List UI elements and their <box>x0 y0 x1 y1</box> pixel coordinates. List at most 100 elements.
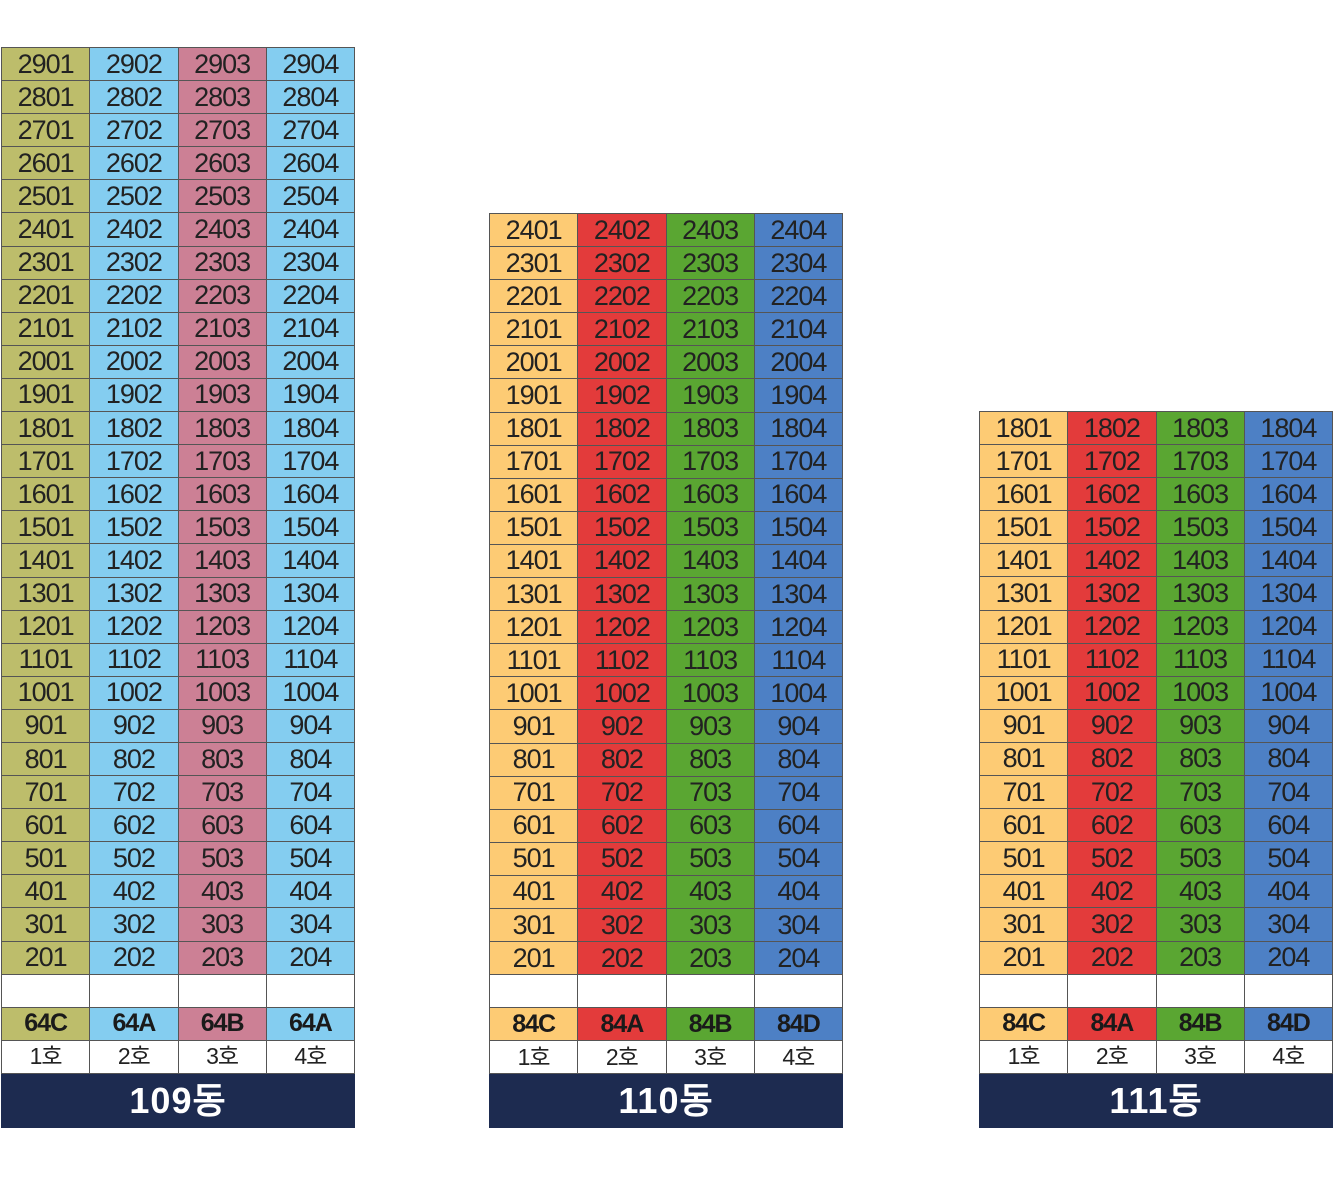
unit-cell[interactable]: 1503 <box>177 510 267 545</box>
unit-cell[interactable]: 901 <box>978 708 1069 743</box>
unit-cell[interactable]: 2102 <box>577 312 667 347</box>
unit-cell[interactable]: 1102 <box>1067 642 1157 677</box>
unit-cell[interactable]: 402 <box>89 874 179 909</box>
unit-cell[interactable]: 2604 <box>265 146 356 181</box>
unit-cell[interactable]: 203 <box>177 940 267 975</box>
unit-cell[interactable]: 902 <box>577 709 667 744</box>
unit-cell[interactable]: 904 <box>265 708 356 743</box>
unit-cell[interactable]: 2404 <box>265 212 356 247</box>
unit-cell[interactable]: 201 <box>488 941 579 976</box>
unit-cell[interactable]: 803 <box>1155 741 1245 777</box>
unit-cell[interactable]: 1203 <box>1155 609 1245 644</box>
unit-cell[interactable]: 1502 <box>89 510 179 545</box>
unit-cell[interactable]: 401 <box>978 874 1069 909</box>
unit-cell[interactable]: 2101 <box>488 312 579 347</box>
unit-cell[interactable]: 602 <box>89 808 179 843</box>
unit-cell[interactable]: 2703 <box>177 113 267 148</box>
unit-cell[interactable]: 402 <box>1067 874 1157 909</box>
unit-cell[interactable]: 1702 <box>577 444 667 479</box>
unit-cell[interactable]: 2804 <box>265 80 356 115</box>
unit-cell[interactable]: 2203 <box>665 279 755 314</box>
unit-cell[interactable]: 403 <box>1155 874 1245 909</box>
unit-cell[interactable]: 2101 <box>0 311 91 346</box>
unit-cell[interactable]: 2402 <box>89 212 179 247</box>
unit-cell[interactable]: 1004 <box>753 676 844 711</box>
unit-cell[interactable]: 1002 <box>1067 675 1157 710</box>
unit-cell[interactable]: 2104 <box>265 311 356 346</box>
unit-cell[interactable]: 1003 <box>177 675 267 710</box>
unit-cell[interactable]: 1104 <box>265 642 356 677</box>
unit-cell[interactable]: 502 <box>1067 841 1157 876</box>
unit-cell[interactable]: 2301 <box>0 245 91 280</box>
unit-cell[interactable]: 603 <box>1155 808 1245 843</box>
unit-cell[interactable]: 1103 <box>1155 642 1245 677</box>
unit-cell[interactable]: 1102 <box>577 643 667 678</box>
unit-cell[interactable]: 1804 <box>265 411 356 446</box>
unit-cell[interactable]: 901 <box>488 709 579 744</box>
unit-cell[interactable]: 1504 <box>265 510 356 545</box>
unit-cell[interactable]: 901 <box>0 708 91 743</box>
unit-cell[interactable]: 1202 <box>89 609 179 644</box>
unit-cell[interactable]: 1901 <box>488 378 579 413</box>
unit-cell[interactable]: 202 <box>1067 940 1157 975</box>
unit-cell[interactable]: 2203 <box>177 278 267 313</box>
unit-cell[interactable]: 702 <box>89 775 179 810</box>
unit-cell[interactable]: 301 <box>488 907 579 943</box>
unit-cell[interactable]: 2104 <box>753 312 844 347</box>
unit-cell[interactable]: 1303 <box>177 576 267 611</box>
unit-cell[interactable]: 1703 <box>177 444 267 479</box>
unit-cell[interactable]: 1902 <box>89 377 179 413</box>
unit-cell[interactable]: 303 <box>177 907 267 942</box>
unit-cell[interactable]: 403 <box>665 874 755 909</box>
unit-cell[interactable]: 1902 <box>577 378 667 413</box>
unit-cell[interactable]: 403 <box>177 874 267 909</box>
unit-cell[interactable]: 604 <box>265 808 356 843</box>
unit-cell[interactable]: 903 <box>665 709 755 744</box>
unit-cell[interactable]: 1802 <box>577 411 667 446</box>
unit-cell[interactable]: 1301 <box>488 577 579 612</box>
unit-cell[interactable]: 1203 <box>177 609 267 644</box>
unit-cell[interactable]: 1601 <box>978 477 1069 512</box>
unit-cell[interactable]: 2802 <box>89 80 179 115</box>
unit-cell[interactable]: 1704 <box>265 444 356 479</box>
unit-cell[interactable]: 1602 <box>577 477 667 512</box>
unit-cell[interactable]: 903 <box>1155 708 1245 743</box>
unit-cell[interactable]: 202 <box>89 940 179 975</box>
unit-cell[interactable]: 1502 <box>577 510 667 545</box>
unit-cell[interactable]: 1904 <box>265 377 356 413</box>
unit-cell[interactable]: 1901 <box>0 377 91 413</box>
unit-cell[interactable]: 1004 <box>265 675 356 710</box>
unit-cell[interactable]: 1002 <box>577 676 667 711</box>
unit-cell[interactable]: 1804 <box>1243 410 1334 446</box>
unit-cell[interactable]: 2304 <box>265 245 356 280</box>
unit-cell[interactable]: 2001 <box>0 344 91 379</box>
unit-cell[interactable]: 2103 <box>177 311 267 346</box>
unit-cell[interactable]: 302 <box>577 907 667 943</box>
unit-cell[interactable]: 601 <box>0 808 91 843</box>
unit-cell[interactable]: 1503 <box>1155 510 1245 545</box>
unit-cell[interactable]: 1104 <box>1243 642 1334 677</box>
unit-cell[interactable]: 2704 <box>265 113 356 148</box>
unit-cell[interactable]: 1302 <box>89 576 179 611</box>
unit-cell[interactable]: 2903 <box>177 46 267 82</box>
unit-cell[interactable]: 2201 <box>0 278 91 313</box>
unit-cell[interactable]: 1701 <box>488 444 579 479</box>
unit-cell[interactable]: 904 <box>753 709 844 744</box>
unit-cell[interactable]: 1602 <box>1067 477 1157 512</box>
unit-cell[interactable]: 1401 <box>488 543 579 579</box>
unit-cell[interactable]: 1204 <box>753 610 844 645</box>
unit-cell[interactable]: 2901 <box>0 46 91 82</box>
unit-cell[interactable]: 304 <box>753 907 844 943</box>
unit-cell[interactable]: 1303 <box>665 577 755 612</box>
unit-cell[interactable]: 1601 <box>0 477 91 512</box>
unit-cell[interactable]: 2401 <box>0 212 91 247</box>
unit-cell[interactable]: 1803 <box>665 411 755 446</box>
unit-cell[interactable]: 702 <box>1067 775 1157 810</box>
unit-cell[interactable]: 501 <box>488 841 579 876</box>
unit-cell[interactable]: 1802 <box>89 411 179 446</box>
unit-cell[interactable]: 2302 <box>89 245 179 280</box>
unit-cell[interactable]: 602 <box>577 808 667 843</box>
unit-cell[interactable]: 2102 <box>89 311 179 346</box>
unit-cell[interactable]: 2303 <box>177 245 267 280</box>
unit-cell[interactable]: 603 <box>177 808 267 843</box>
